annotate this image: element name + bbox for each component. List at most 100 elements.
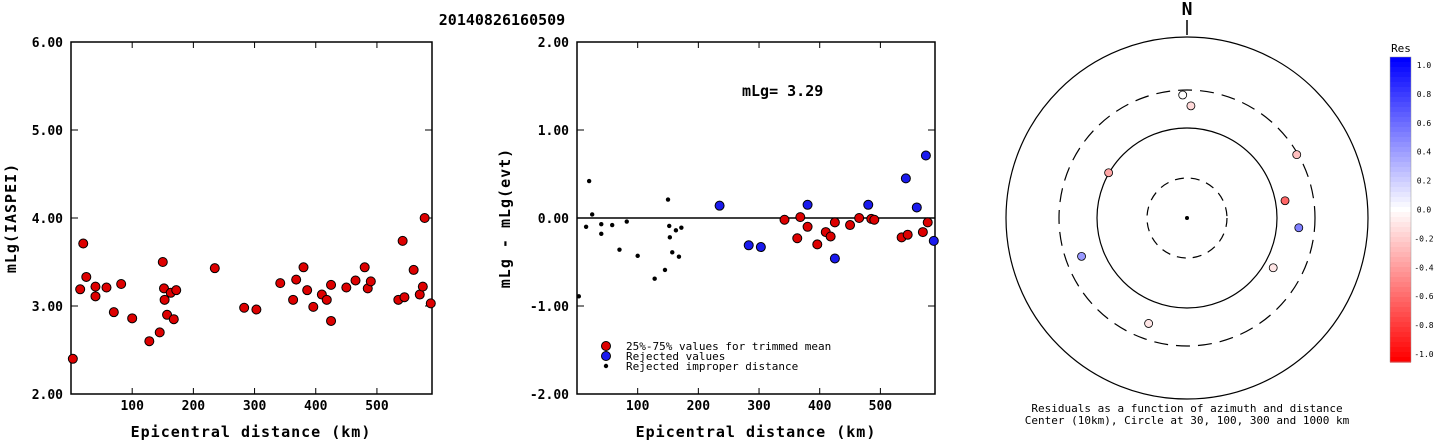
data-point — [900, 173, 911, 184]
colorbar-cell — [1390, 352, 1411, 358]
data-point — [144, 336, 155, 347]
plot-frame — [70, 41, 433, 395]
colorbar-cell — [1390, 82, 1411, 88]
x-tick-label: 500 — [365, 399, 389, 414]
colorbar-cell — [1390, 257, 1411, 263]
data-point — [419, 213, 430, 223]
data-point — [81, 271, 92, 282]
data-point — [635, 253, 640, 259]
legend: 25%-75% values for trimmed mean Rejected… — [601, 340, 831, 373]
colorbar-cell — [1390, 332, 1411, 338]
colorbar-cell — [1390, 282, 1411, 288]
chart-title: 20140826160509 — [439, 11, 565, 29]
data-point — [599, 221, 604, 227]
data-point — [869, 214, 880, 225]
colorbar-cell — [1390, 277, 1411, 283]
data-point — [825, 231, 836, 242]
data-point — [67, 353, 78, 364]
data-point — [239, 302, 250, 313]
ring-100km — [1096, 127, 1278, 309]
legend-label: 25%-75% values for trimmed mean — [626, 340, 831, 353]
colorbar-cell — [1390, 157, 1411, 163]
colorbar-cell — [1390, 187, 1411, 193]
colorbar-tick-label: -0.8 — [1414, 321, 1433, 330]
colorbar-cell — [1390, 122, 1411, 128]
colorbar-cell — [1390, 182, 1411, 188]
colorbar-cell — [1390, 307, 1411, 313]
data-point — [589, 212, 595, 217]
station-point — [1144, 319, 1154, 328]
data-point — [365, 276, 376, 287]
data-point — [350, 275, 361, 286]
legend-marker-distance — [603, 363, 609, 369]
data-point — [302, 285, 313, 296]
colorbar-cell — [1390, 97, 1411, 103]
colorbar-cell — [1390, 247, 1411, 253]
colorbar-cell — [1390, 292, 1411, 298]
colorbar-cell — [1390, 297, 1411, 303]
data-point — [583, 224, 589, 229]
y-tick-label: 5.00 — [32, 124, 63, 139]
y-tick-label: 1.00 — [538, 124, 569, 139]
data-point — [78, 238, 89, 249]
data-point — [326, 279, 337, 290]
y-axis-label: mLg - mLg(evt) — [496, 148, 514, 288]
colorbar-cell — [1390, 172, 1411, 178]
data-point — [665, 197, 671, 202]
data-point — [154, 327, 165, 338]
colorbar-cell — [1390, 192, 1411, 198]
data-point — [298, 262, 309, 273]
data-point — [802, 199, 813, 210]
y-axis-label: mLg(IASPEI) — [2, 163, 20, 273]
station-point — [1077, 251, 1086, 261]
colorbar-tick-label: -1.0 — [1414, 350, 1433, 359]
colorbar-title: Res — [1391, 42, 1411, 55]
colorbar-tick-label: 0.4 — [1417, 148, 1432, 157]
data-point — [399, 292, 410, 303]
x-tick-label: 300 — [747, 399, 771, 414]
x-tick-label: 200 — [182, 399, 206, 414]
data-point — [652, 276, 657, 281]
data-point — [326, 315, 337, 326]
data-point — [795, 212, 806, 223]
data-point — [308, 301, 319, 312]
residual-colorbar: Res 1.0 0.8 0.6 0.4 0.2 0.0 -0.2 -0.4 -0.6 -0.8 -1… — [1389, 42, 1434, 363]
data-point — [854, 213, 865, 223]
colorbar-cell — [1390, 72, 1411, 78]
colorbar-cell — [1390, 262, 1411, 268]
data-point — [168, 314, 179, 325]
data-point — [845, 220, 856, 231]
colorbar-tick-label: 0.0 — [1417, 206, 1432, 215]
colorbar-cell — [1390, 142, 1411, 148]
data-point — [90, 291, 101, 302]
y-tick-label: 4.00 — [32, 212, 63, 227]
colorbar-cell — [1390, 62, 1411, 68]
x-tick-label: 200 — [687, 399, 711, 414]
colorbar-cell — [1390, 147, 1411, 153]
data-point — [829, 253, 840, 264]
data-point — [670, 250, 675, 255]
data-point — [576, 294, 582, 299]
x-tick-label: 500 — [869, 399, 893, 414]
colorbar-cell — [1390, 272, 1411, 278]
ring-1000km — [1005, 36, 1369, 400]
data-point — [417, 281, 428, 292]
data-point — [408, 264, 419, 275]
data-point — [667, 223, 672, 229]
colorbar-cell — [1390, 342, 1411, 348]
data-point — [676, 254, 682, 259]
data-point — [928, 235, 939, 246]
colorbar-cell — [1390, 127, 1411, 133]
data-point — [667, 235, 673, 240]
x-tick-label: 300 — [243, 399, 267, 414]
data-point — [275, 278, 286, 289]
data-point — [779, 214, 790, 225]
data-point — [617, 247, 622, 252]
data-point — [829, 217, 840, 228]
data-point — [917, 227, 928, 238]
colorbar-cell — [1390, 222, 1411, 228]
colorbar-cell — [1390, 252, 1411, 258]
event-magnitude-label: mLg= 3.29 — [742, 82, 823, 100]
data-point — [911, 202, 922, 213]
colorbar-tick-label: -0.4 — [1414, 263, 1433, 272]
